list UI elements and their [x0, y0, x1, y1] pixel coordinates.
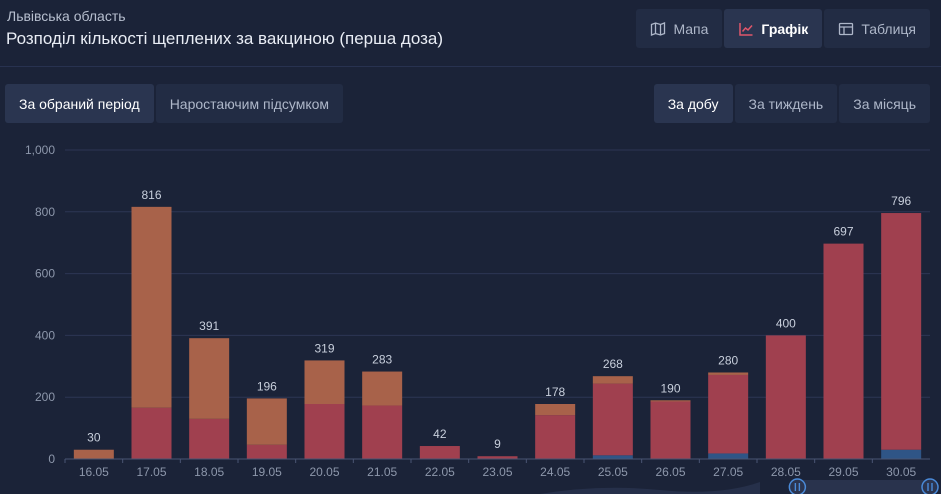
- x-tick-label: 19.05: [252, 465, 282, 479]
- data-label: 796: [891, 194, 911, 208]
- x-tick-label: 24.05: [540, 465, 570, 479]
- chart-axes: 0 200 400 600 800 1,000 16.05 17.05 18.05 19.05 20…: [25, 143, 930, 479]
- y-tick-label: 200: [35, 390, 55, 404]
- bar-segment: [189, 418, 230, 459]
- bar-segment: [535, 415, 576, 459]
- bar-segment: [535, 403, 576, 416]
- data-label: 400: [776, 316, 796, 330]
- data-label: 319: [314, 341, 334, 355]
- tab-cumulative[interactable]: Наростаючим підсумком: [155, 84, 344, 123]
- tab-per-week[interactable]: За тиждень: [734, 84, 838, 123]
- bar-segment: [592, 376, 633, 384]
- bar-segment: [708, 372, 749, 375]
- page-title: Розподіл кількості щеплених за вакциною …: [6, 29, 444, 48]
- bar-segment: [765, 335, 806, 459]
- x-tick-label: 26.05: [655, 465, 685, 479]
- navigator-series-shape: [540, 482, 760, 494]
- mode-tabs: За обраний період Наростаючим підсумком: [5, 84, 344, 123]
- bar-segment: [592, 383, 633, 456]
- map-icon: [651, 21, 666, 36]
- x-tick-label: 28.05: [771, 465, 801, 479]
- tab-table-label: Таблиця: [861, 20, 916, 37]
- tab-selected-period[interactable]: За обраний період: [5, 84, 154, 123]
- bar-segment: [708, 453, 749, 459]
- view-tabs: Мапа Графік Таблиця: [636, 9, 930, 48]
- range-handle-left[interactable]: [788, 478, 807, 494]
- bar-segment: [881, 449, 922, 459]
- data-label: 280: [718, 353, 738, 367]
- data-label: 42: [433, 427, 447, 441]
- x-tick-label: 30.05: [886, 465, 916, 479]
- bar-segment: [881, 213, 922, 450]
- bar-segment: [419, 446, 460, 459]
- tab-table[interactable]: Таблиця: [824, 9, 930, 48]
- x-tick-label: 20.05: [309, 465, 339, 479]
- y-tick-label: 400: [35, 328, 55, 342]
- chart-range-selector: [540, 478, 939, 494]
- region-name: Львівська область: [7, 8, 126, 24]
- data-label: 30: [87, 431, 101, 445]
- bar-segment: [131, 407, 172, 459]
- bar-segment: [823, 243, 864, 459]
- tab-map[interactable]: Мапа: [636, 9, 723, 48]
- tab-per-month[interactable]: За місяць: [839, 84, 930, 123]
- x-tick-label: 29.05: [828, 465, 858, 479]
- x-tick-label: 16.05: [79, 465, 109, 479]
- tab-chart[interactable]: Графік: [724, 9, 823, 48]
- tab-chart-label: Графік: [761, 20, 809, 37]
- y-tick-label: 600: [35, 267, 55, 281]
- chart-line-icon: [739, 22, 753, 36]
- bar-segment: [246, 398, 287, 445]
- range-selection-area: [797, 480, 930, 494]
- data-label: 697: [833, 225, 853, 239]
- bar-segment: [73, 449, 114, 459]
- period-tabs: За добу За тиждень За місяць: [653, 84, 930, 123]
- bar-segment: [650, 400, 691, 402]
- data-label: 816: [141, 188, 161, 202]
- x-tick-label: 23.05: [482, 465, 512, 479]
- bar-segment: [362, 405, 403, 459]
- bar-segment: [592, 455, 633, 459]
- x-tick-label: 17.05: [136, 465, 166, 479]
- data-label: 196: [257, 379, 277, 393]
- x-tick-label: 18.05: [194, 465, 224, 479]
- bar-segment: [246, 444, 287, 459]
- data-label: 268: [603, 357, 623, 371]
- data-label: 283: [372, 353, 392, 367]
- bar-segment: [189, 338, 230, 419]
- range-handle-right[interactable]: [921, 478, 939, 494]
- bar-segment: [362, 371, 403, 406]
- y-tick-label: 1,000: [25, 143, 55, 157]
- chart-bars: [73, 206, 922, 459]
- x-tick-label: 21.05: [367, 465, 397, 479]
- data-label: 190: [660, 381, 680, 395]
- bar-segment: [304, 360, 345, 404]
- chart-data-labels: 30 816 391 196 319 283 42 9 178 268 190 280 400 697 79…: [87, 188, 911, 451]
- data-label: 391: [199, 319, 219, 333]
- bar-segment: [131, 206, 172, 408]
- bar-segment: [477, 456, 518, 459]
- x-tick-label: 27.05: [713, 465, 743, 479]
- bar-segment: [650, 401, 691, 459]
- bar-segment: [304, 403, 345, 459]
- data-label: 9: [494, 437, 501, 451]
- tab-map-label: Мапа: [673, 20, 709, 37]
- data-label: 178: [545, 385, 565, 399]
- header-divider: [0, 66, 941, 67]
- y-tick-label: 0: [48, 452, 55, 466]
- x-tick-label: 22.05: [425, 465, 455, 479]
- bar-segment: [708, 374, 749, 454]
- table-icon: [839, 22, 854, 35]
- x-tick-label: 25.05: [598, 465, 628, 479]
- y-tick-label: 800: [35, 205, 55, 219]
- tab-per-day[interactable]: За добу: [653, 84, 733, 123]
